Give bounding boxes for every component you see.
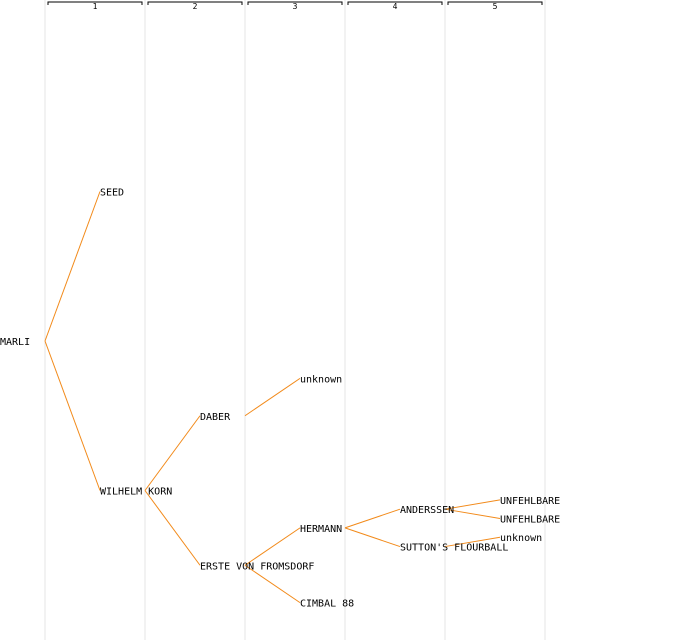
generation-bracket xyxy=(347,1,443,5)
pedigree-edge xyxy=(244,527,301,566)
ancestor-name[interactable]: DABER xyxy=(200,412,231,423)
generation-label: 2 xyxy=(193,2,198,11)
generation-dividers xyxy=(44,0,546,640)
ancestor-name[interactable]: CIMBAL 88 xyxy=(300,599,354,610)
generation-label: 5 xyxy=(493,2,498,11)
pedigree-edge xyxy=(144,490,201,566)
root-animal-name[interactable]: MARLI xyxy=(0,337,30,348)
pedigree-edge xyxy=(344,527,401,548)
generation-label: 3 xyxy=(293,2,298,11)
pedigree-edge xyxy=(344,508,401,529)
pedigree-edge xyxy=(144,415,201,491)
ancestor-name[interactable]: unknown xyxy=(500,533,542,544)
generation-bracket xyxy=(147,1,243,5)
generation-header: 1 2 3 4 5 xyxy=(47,1,543,11)
pedigree-edge xyxy=(44,340,101,491)
ancestor-name[interactable]: WILHELM KORN xyxy=(100,487,172,498)
pedigree-nodes: MARLI SEED WILHELM KORN DABER unknown ERSTE V… xyxy=(0,188,560,610)
pedigree-edges xyxy=(44,191,501,604)
ancestor-name[interactable]: SEED xyxy=(100,188,124,199)
ancestor-name[interactable]: unknown xyxy=(300,374,342,385)
generation-bracket xyxy=(47,1,143,5)
pedigree-edge xyxy=(244,564,301,604)
ancestor-name[interactable]: ANDERSSEN xyxy=(400,505,454,516)
ancestor-name[interactable]: UNFEHLBARE xyxy=(500,515,560,526)
ancestor-name[interactable]: UNFEHLBARE xyxy=(500,496,560,507)
pedigree-edge xyxy=(444,536,501,548)
generation-bracket xyxy=(447,1,543,5)
pedigree-edge xyxy=(444,508,501,520)
ancestor-name[interactable]: SUTTON'S FLOURBALL xyxy=(400,543,508,554)
generation-label: 4 xyxy=(393,2,398,11)
pedigree-edge xyxy=(244,377,301,417)
pedigree-edge xyxy=(444,499,501,510)
pedigree-edge xyxy=(44,191,101,342)
ancestor-name[interactable]: HERMANN xyxy=(300,524,342,535)
generation-bracket xyxy=(247,1,343,5)
ancestor-name[interactable]: ERSTE VON FROMSDORF xyxy=(200,561,314,572)
generation-label: 1 xyxy=(93,2,98,11)
